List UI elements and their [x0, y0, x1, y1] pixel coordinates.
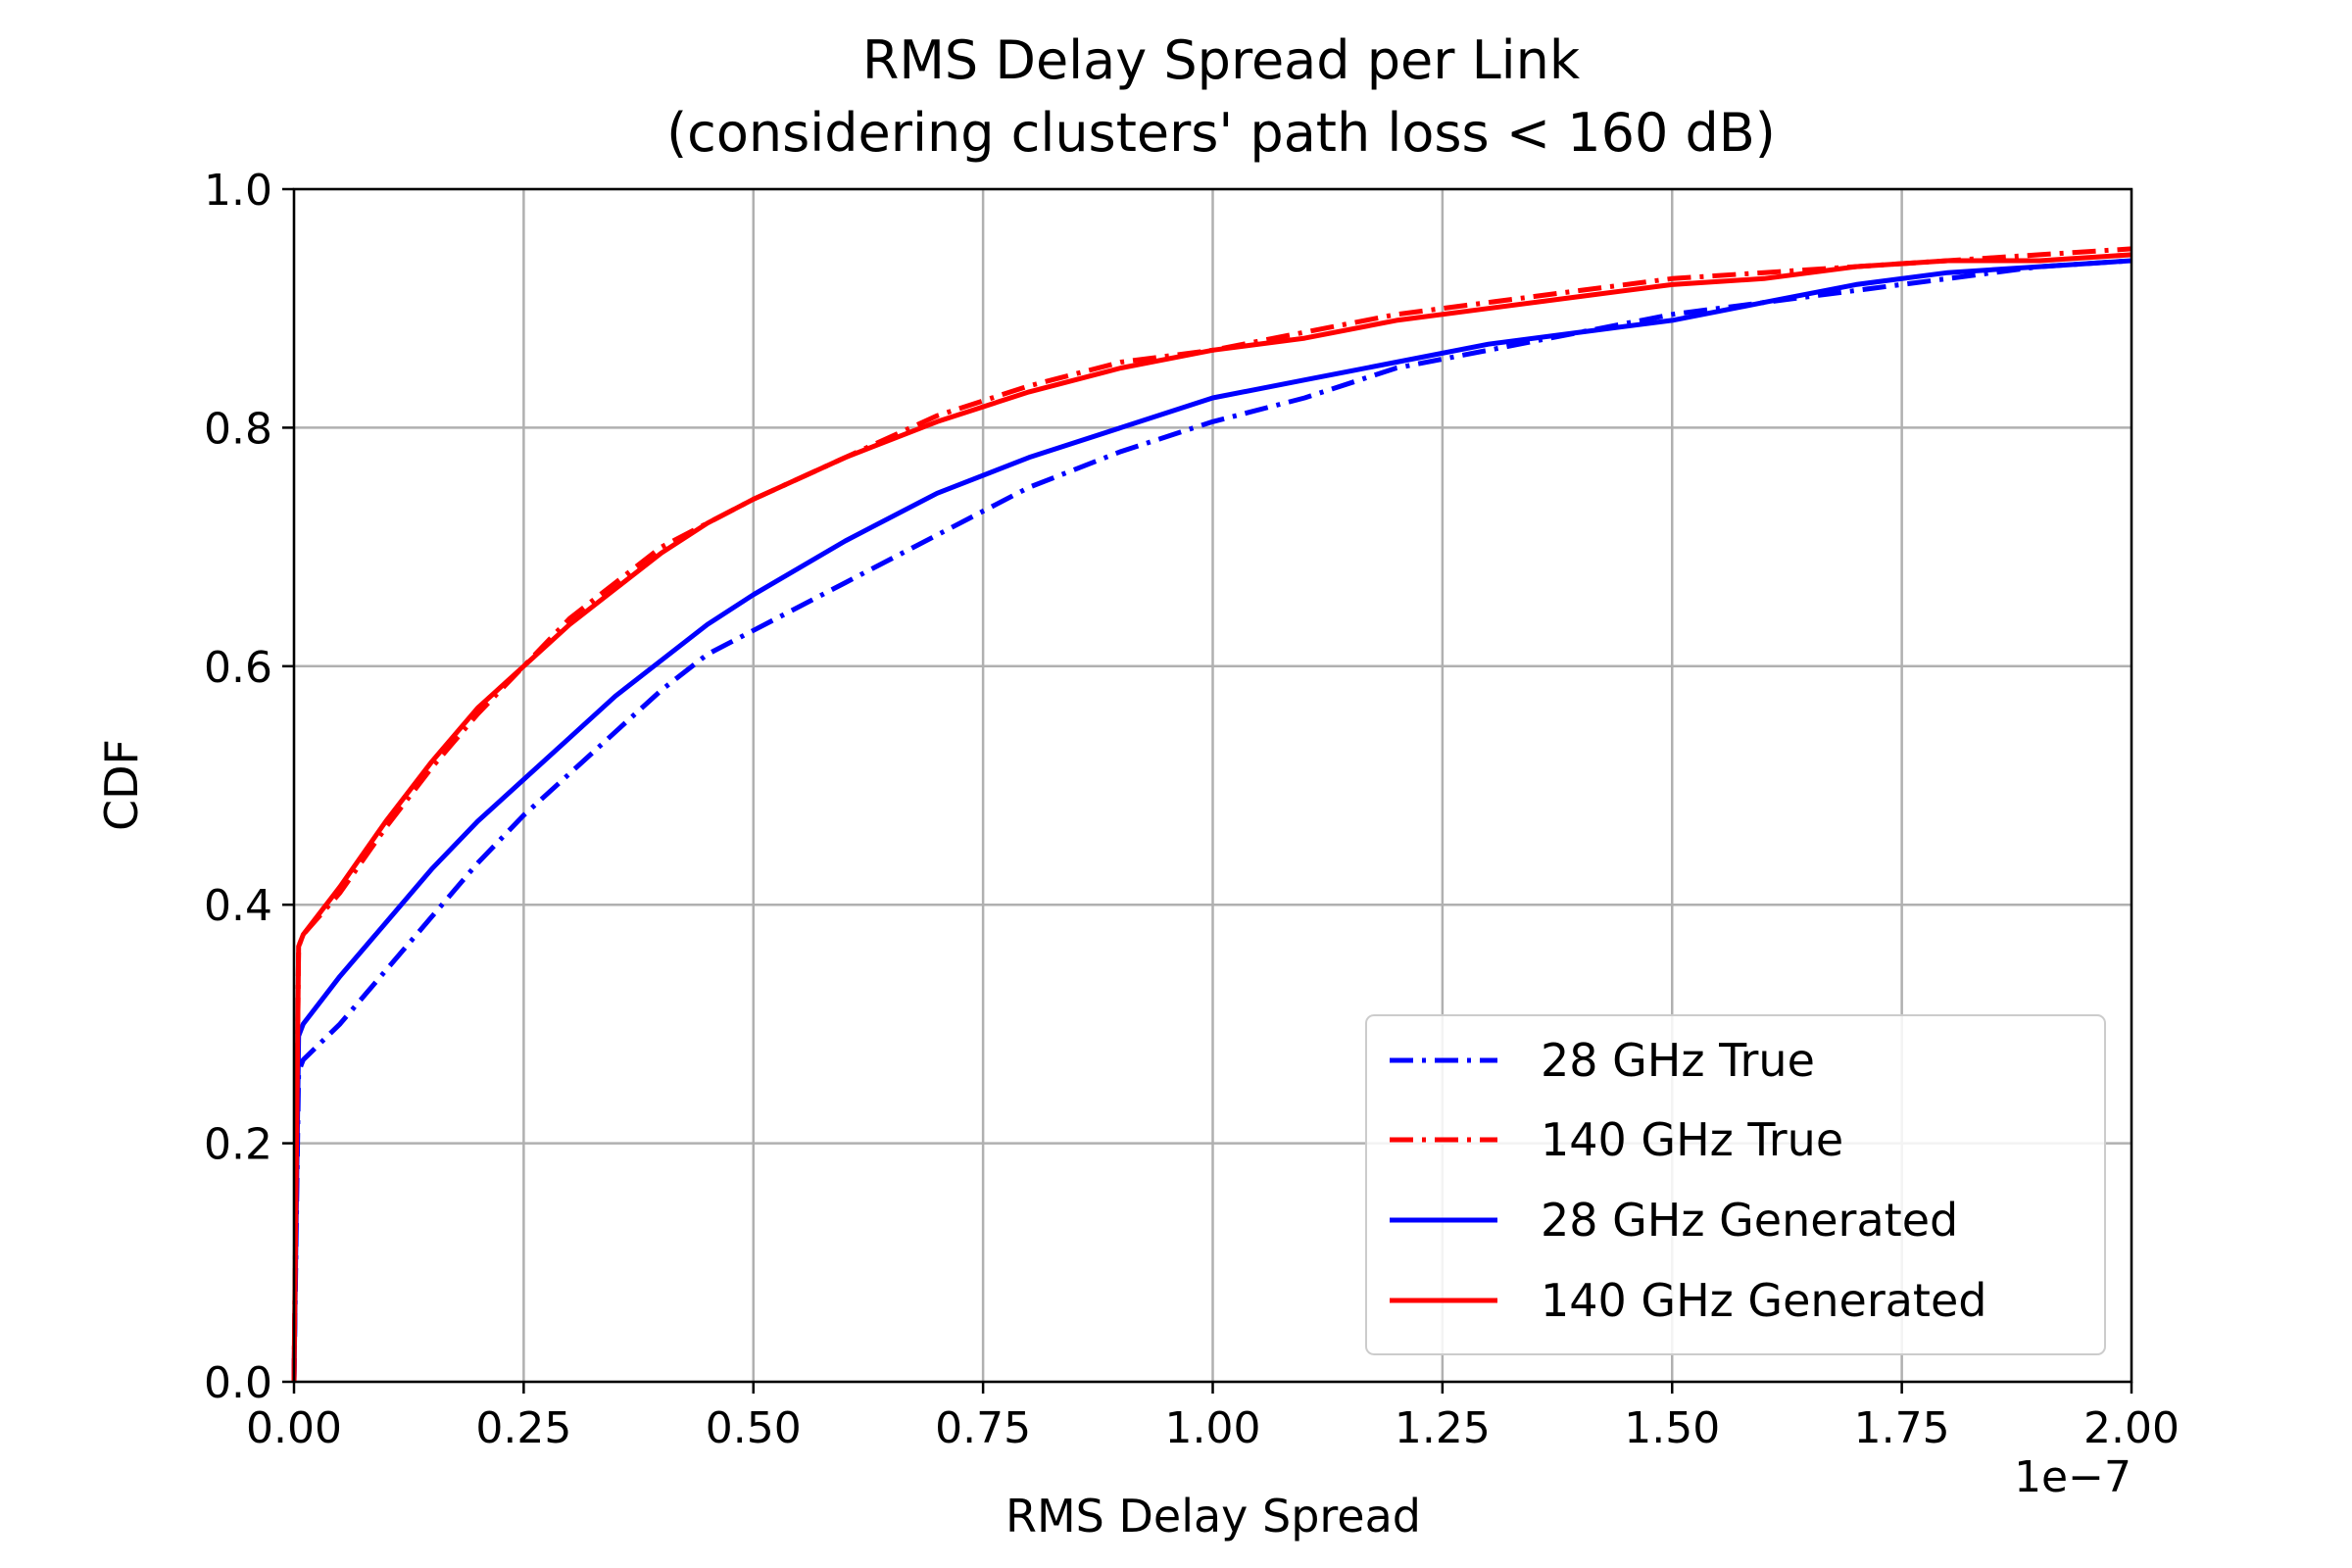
legend-box	[1365, 1014, 2106, 1355]
x-tick-label: 2.00	[2083, 1403, 2180, 1453]
series-line-1	[291, 246, 2132, 1383]
ticks: 0.00 0.25 0.50 0.75 1.00 1.25 1.50 1.75 2.00 0.0 0…	[204, 166, 2180, 1453]
series-line-0	[291, 258, 2132, 1383]
chart-title-line-2: (considering clusters' path loss < 160 d…	[666, 102, 1776, 164]
x-tick-label: 1.50	[1624, 1403, 1720, 1453]
y-tick-label: 0.4	[204, 881, 272, 931]
y-tick-label: 0.6	[204, 643, 272, 693]
x-tick-label: 1.00	[1165, 1403, 1261, 1453]
series-line-2	[291, 258, 2132, 1383]
series-group	[291, 246, 2132, 1383]
legend-label-140-true: 140 GHz True	[1541, 1113, 1843, 1166]
y-tick-label: 0.0	[204, 1358, 272, 1408]
x-tick-label: 0.25	[475, 1403, 571, 1453]
x-tick-label: 0.50	[706, 1403, 802, 1453]
y-tick-label: 0.2	[204, 1120, 272, 1170]
x-tick-label: 1.75	[1854, 1403, 1950, 1453]
y-tick-label: 1.0	[204, 166, 272, 216]
legend-label-140-generated: 140 GHz Generated	[1541, 1274, 1986, 1327]
series-line-3	[291, 252, 2132, 1383]
y-axis-label: CDF	[95, 739, 148, 831]
x-tick-label: 1.25	[1395, 1403, 1491, 1453]
y-tick-label: 0.8	[204, 404, 272, 454]
legend-label-28-true: 28 GHz True	[1541, 1034, 1815, 1087]
x-tick-label: 0.00	[246, 1403, 342, 1453]
legend-label-28-generated: 28 GHz Generated	[1541, 1194, 1958, 1247]
legend: 28 GHz True 140 GHz True 28 GHz Generate…	[1365, 1014, 2106, 1355]
chart-title-line-1: RMS Delay Spread per Link	[862, 29, 1581, 91]
x-axis-offset-label: 1e−7	[2014, 1452, 2132, 1502]
x-axis-label: RMS Delay Spread	[1005, 1490, 1421, 1543]
x-tick-label: 0.75	[935, 1403, 1031, 1453]
